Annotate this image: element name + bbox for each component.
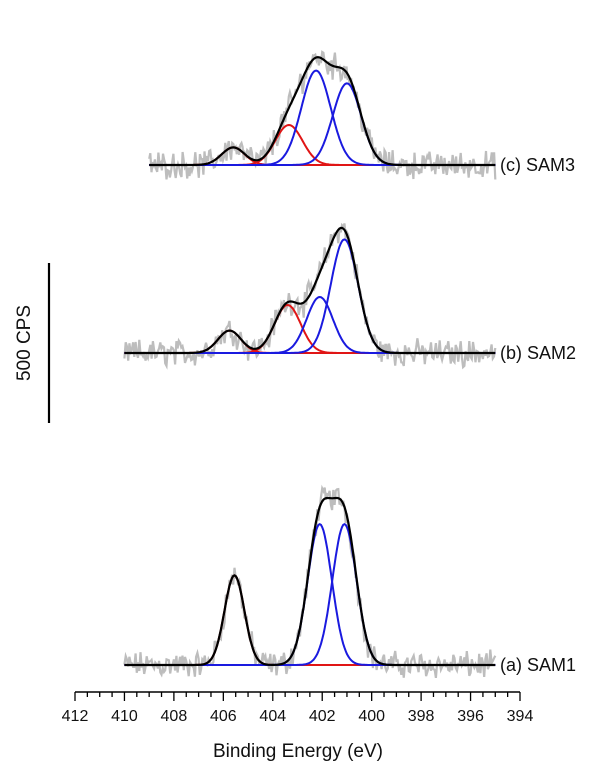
x-tick-label: 396 xyxy=(457,708,484,725)
trace-2: (b) SAM2 xyxy=(123,222,576,370)
trace-3: (c) SAM3 xyxy=(148,50,575,180)
raw-data-line xyxy=(123,484,497,679)
x-tick-label: 394 xyxy=(507,708,534,725)
blue-component-peak-2 xyxy=(124,523,496,666)
trace-label: (b) SAM2 xyxy=(500,343,576,363)
x-ticks: 412 410 408 406 404 402 400 398 396 394 xyxy=(62,692,534,725)
blue-component-peak-4 xyxy=(149,82,496,166)
scale-bar: 500 CPS xyxy=(14,263,51,423)
x-tick-label: 406 xyxy=(210,708,237,725)
trace-label: (c) SAM3 xyxy=(500,155,575,175)
trace-label: (a) SAM1 xyxy=(500,655,576,675)
trace-1: (a) SAM1 xyxy=(123,484,576,679)
x-tick-label: 412 xyxy=(62,708,89,725)
x-tick-label: 400 xyxy=(358,708,385,725)
envelope-fit-line xyxy=(149,56,496,167)
red-component-peak-1 xyxy=(124,574,496,666)
x-axis-title: Binding Energy (eV) xyxy=(213,741,383,762)
x-axis: 412 410 408 406 404 402 400 398 396 394 Binding E… xyxy=(62,691,534,762)
x-tick-label: 410 xyxy=(111,708,138,725)
raw-data-line xyxy=(123,222,497,370)
spectra-traces: (a) SAM1 (b) SAM2 (c) SAM3 xyxy=(123,50,576,679)
envelope-fit-line xyxy=(124,496,496,667)
scale-bar-label: 500 CPS xyxy=(14,305,35,381)
blue-component-peak-3 xyxy=(124,523,496,666)
x-tick-label: 398 xyxy=(408,708,435,725)
blue-component-peak-3 xyxy=(149,69,496,166)
x-tick-label: 404 xyxy=(259,708,286,725)
envelope-fit-line xyxy=(124,226,496,355)
raw-data-line xyxy=(148,50,497,180)
x-tick-label: 402 xyxy=(309,708,336,725)
x-tick-label: 408 xyxy=(161,708,188,725)
